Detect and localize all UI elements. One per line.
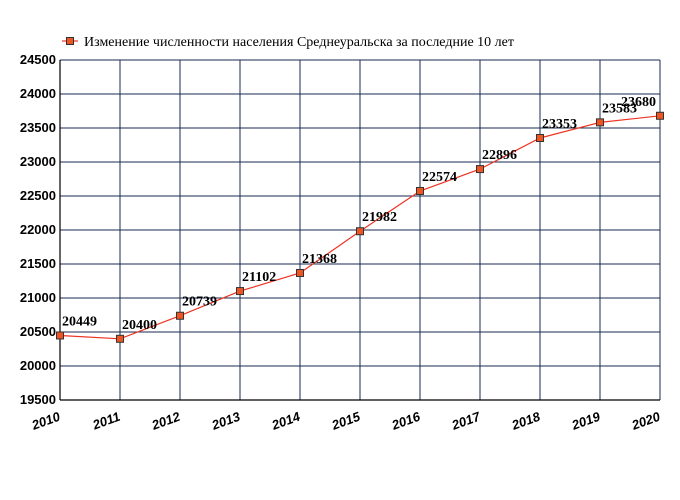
data-point bbox=[236, 287, 244, 296]
data-label: 21982 bbox=[362, 210, 397, 225]
x-tick-label: 2014 bbox=[269, 408, 303, 433]
x-tick-label: 2010 bbox=[29, 408, 63, 433]
x-tick-label: 2020 bbox=[629, 408, 663, 433]
x-tick-label: 2012 bbox=[149, 408, 183, 433]
chart-title: Изменение численности населения Среднеур… bbox=[84, 35, 514, 50]
y-tick-label: 21500 bbox=[20, 256, 56, 271]
data-point bbox=[56, 331, 64, 340]
y-tick-label: 24000 bbox=[20, 86, 56, 101]
y-tick-label: 22000 bbox=[20, 222, 56, 237]
data-point bbox=[536, 133, 544, 142]
y-tick-label: 19500 bbox=[20, 392, 56, 407]
legend: Изменение численности населения Среднеур… bbox=[62, 35, 514, 50]
x-tick-label: 2015 bbox=[329, 408, 363, 433]
data-label: 23583 bbox=[602, 101, 637, 116]
data-point bbox=[116, 334, 124, 343]
data-point bbox=[356, 227, 364, 236]
legend-marker-swatch bbox=[66, 37, 74, 45]
x-tick-label: 2011 bbox=[90, 409, 122, 433]
data-point bbox=[476, 165, 484, 174]
data-label: 22574 bbox=[422, 170, 457, 185]
y-tick-label: 22500 bbox=[20, 188, 56, 203]
x-tick-label: 2017 bbox=[449, 408, 483, 433]
x-tick-label: 2019 bbox=[569, 408, 603, 433]
y-tick-label: 20500 bbox=[20, 324, 56, 339]
data-point bbox=[296, 268, 304, 277]
data-label: 23680 bbox=[621, 95, 656, 110]
y-tick-label: 23000 bbox=[20, 154, 56, 169]
data-label: 20739 bbox=[182, 295, 217, 310]
data-label: 20449 bbox=[62, 314, 97, 329]
x-tick-labels: 2010 2011 2012 2013 2014 2015 2016 2017 2018 2019… bbox=[29, 408, 663, 433]
data-label: 21102 bbox=[242, 270, 276, 285]
data-label: 23353 bbox=[542, 117, 577, 132]
data-label: 21368 bbox=[302, 252, 337, 267]
x-tick-label: 2013 bbox=[209, 408, 243, 433]
y-tick-label: 20000 bbox=[20, 358, 56, 373]
y-tick-label: 23500 bbox=[20, 120, 56, 135]
x-tick-label: 2016 bbox=[389, 408, 423, 433]
data-label: 22896 bbox=[482, 148, 517, 163]
data-point bbox=[596, 118, 604, 127]
x-tick-label: 2018 bbox=[509, 408, 543, 433]
y-tick-label: 21000 bbox=[20, 290, 56, 305]
data-labels: 20449 20400 20739 21102 21368 21982 22574 22896… bbox=[62, 95, 656, 333]
data-point bbox=[656, 111, 664, 120]
y-tick-label: 24500 bbox=[20, 52, 56, 67]
series bbox=[56, 111, 664, 343]
data-point bbox=[416, 186, 424, 195]
data-label: 20400 bbox=[122, 318, 157, 333]
axes bbox=[59, 60, 660, 401]
data-point bbox=[176, 311, 184, 320]
y-tick-labels: 19500 20000 20500 21000 21500 22000 22500 23000… bbox=[20, 52, 56, 407]
